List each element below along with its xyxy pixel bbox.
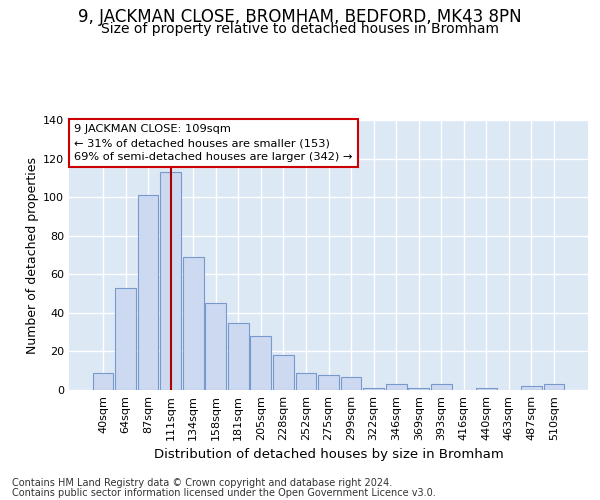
Bar [250,336,271,390]
Text: Size of property relative to detached houses in Bromham: Size of property relative to detached ho… [101,22,499,36]
Bar [115,288,136,390]
Text: Contains public sector information licensed under the Open Government Licence v3: Contains public sector information licen… [12,488,436,498]
Bar [409,388,429,390]
Bar [544,384,565,390]
Bar [160,172,181,390]
Bar [92,372,113,390]
Text: 9 JACKMAN CLOSE: 109sqm
← 31% of detached houses are smaller (153)
69% of semi-d: 9 JACKMAN CLOSE: 109sqm ← 31% of detache… [74,124,353,162]
Bar [228,322,248,390]
Bar [183,257,203,390]
Bar [431,384,452,390]
X-axis label: Distribution of detached houses by size in Bromham: Distribution of detached houses by size … [154,448,503,462]
Bar [476,388,497,390]
Y-axis label: Number of detached properties: Number of detached properties [26,156,39,354]
Bar [341,376,361,390]
Bar [205,303,226,390]
Bar [386,384,407,390]
Text: Contains HM Land Registry data © Crown copyright and database right 2024.: Contains HM Land Registry data © Crown c… [12,478,392,488]
Bar [363,388,384,390]
Bar [273,356,294,390]
Text: 9, JACKMAN CLOSE, BROMHAM, BEDFORD, MK43 8PN: 9, JACKMAN CLOSE, BROMHAM, BEDFORD, MK43… [78,8,522,26]
Bar [137,195,158,390]
Bar [318,374,339,390]
Bar [521,386,542,390]
Bar [296,372,316,390]
